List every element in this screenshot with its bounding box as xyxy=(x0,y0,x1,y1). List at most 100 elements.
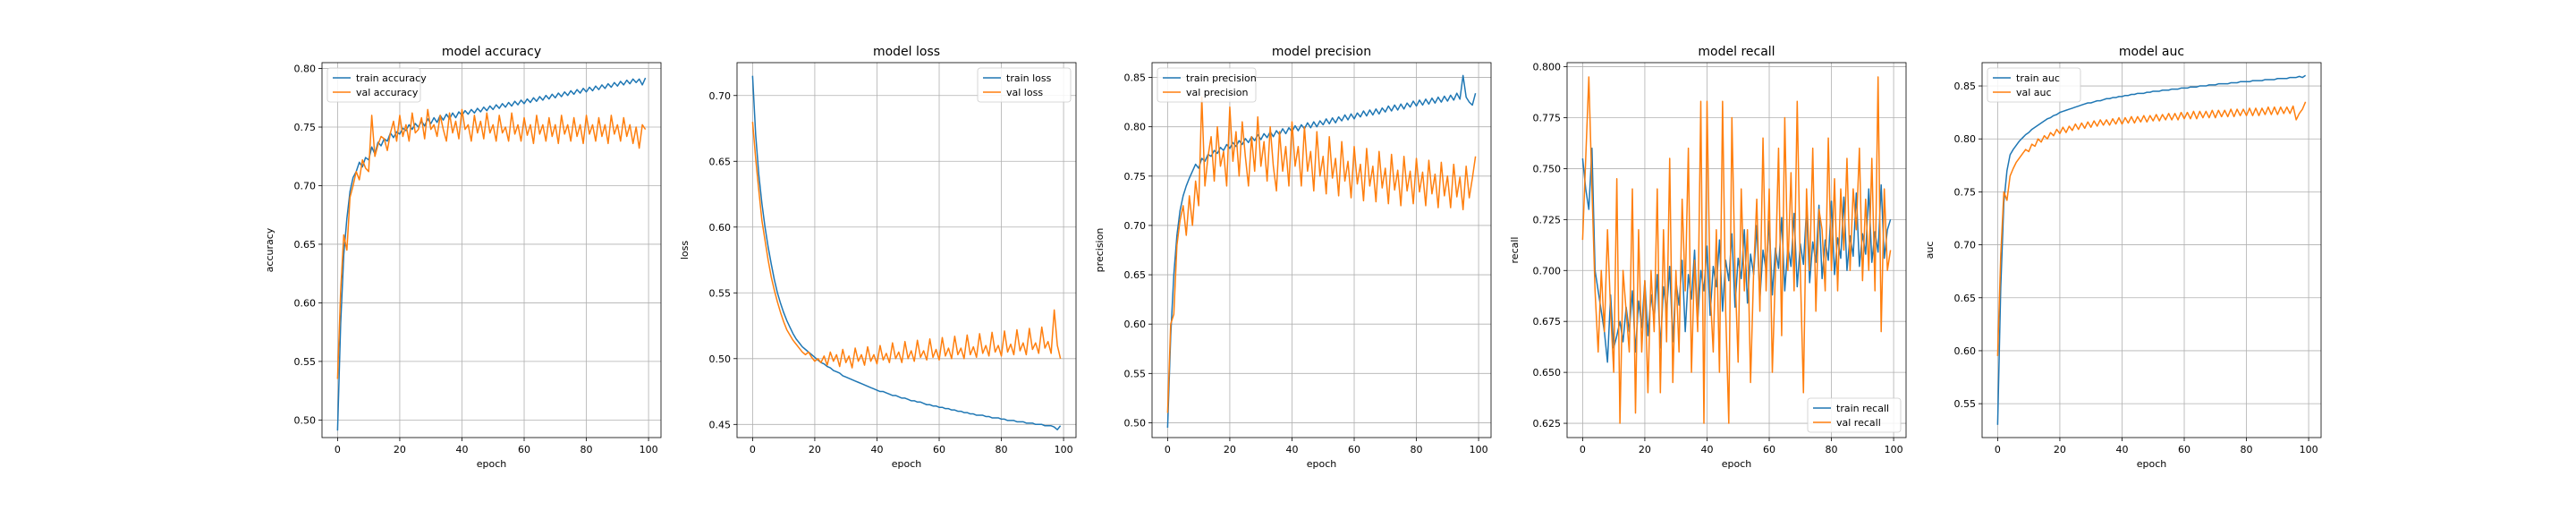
chart-2: 0 20 40 60 80 100 0.50 0.55 0.60 0.65 0.70 0.75 0.80… xyxy=(1094,45,1492,470)
series-line-0 xyxy=(751,75,1062,430)
y-tick-label: 0.70 xyxy=(1124,220,1147,232)
series-line-0 xyxy=(1996,74,2307,425)
y-tick-label: 0.60 xyxy=(294,297,317,309)
legend: train accuracy val accuracy xyxy=(326,67,427,103)
chart-title: model precision xyxy=(1272,45,1371,59)
x-tick-label: 40 xyxy=(870,444,883,455)
x-tick-label: 20 xyxy=(394,444,406,455)
x-tick-label: 0 xyxy=(1165,444,1171,455)
series-line-1 xyxy=(336,108,647,379)
y-tick-label: 0.70 xyxy=(709,90,732,102)
x-axis-label: epoch xyxy=(1307,458,1337,470)
x-tick-label: 80 xyxy=(996,444,1008,455)
chart-title: model accuracy xyxy=(442,45,541,59)
grid xyxy=(737,63,1076,438)
y-tick-label: 0.800 xyxy=(1533,62,1562,73)
y-tick-label: 0.75 xyxy=(1124,171,1147,183)
series-line-0 xyxy=(336,77,647,431)
series-line-0 xyxy=(1166,74,1477,428)
axes-frame xyxy=(1151,62,1492,438)
x-tick-label: 60 xyxy=(2178,444,2190,455)
x-tick-label: 60 xyxy=(518,444,530,455)
legend-label-0: train loss xyxy=(1006,72,1052,84)
x-axis-label: epoch xyxy=(892,458,922,470)
y-tick-label: 0.60 xyxy=(709,222,732,234)
series-line-1 xyxy=(1166,96,1477,413)
y-tick-label: 0.50 xyxy=(294,414,317,426)
y-tick-label: 0.55 xyxy=(709,287,732,299)
x-tick-label: 100 xyxy=(1885,444,1903,455)
chart-title: model auc xyxy=(2119,45,2184,59)
chart-4: 0 20 40 60 80 100 0.55 0.60 0.65 0.70 0.75 0.80 0.85… xyxy=(1924,45,2322,470)
legend: train loss val loss xyxy=(977,67,1072,103)
legend: train recall val recall xyxy=(1807,397,1902,433)
legend-box xyxy=(977,67,1072,103)
x-tick-label: 40 xyxy=(2115,444,2128,455)
series-line-1 xyxy=(1996,101,2307,356)
y-tick-label: 0.80 xyxy=(1954,133,1977,145)
y-tick-label: 0.70 xyxy=(1954,240,1977,251)
y-tick-label: 0.65 xyxy=(1124,269,1147,281)
legend-label-1: val accuracy xyxy=(356,87,419,98)
x-tick-label: 40 xyxy=(455,444,468,455)
y-tick-label: 0.60 xyxy=(1954,345,1977,357)
x-tick-label: 0 xyxy=(335,444,341,455)
y-tick-label: 0.70 xyxy=(294,180,317,191)
y-tick-label: 0.55 xyxy=(1124,368,1147,379)
axes-frame xyxy=(736,62,1077,438)
series-line-1 xyxy=(751,122,1062,369)
legend-label-0: train auc xyxy=(2016,72,2060,84)
y-axis-label: recall xyxy=(1509,237,1521,264)
y-tick-label: 0.85 xyxy=(1124,72,1147,84)
y-axis-label: loss xyxy=(679,241,691,260)
y-tick-label: 0.700 xyxy=(1533,265,1562,277)
x-tick-label: 0 xyxy=(1580,444,1586,455)
x-tick-label: 100 xyxy=(1055,444,1073,455)
x-axis-label: epoch xyxy=(1722,458,1752,470)
x-tick-label: 100 xyxy=(640,444,658,455)
x-tick-label: 20 xyxy=(809,444,821,455)
chart-1: 0 20 40 60 80 100 0.45 0.50 0.55 0.60 0.65 0.70 mode… xyxy=(679,45,1077,470)
legend-label-0: train precision xyxy=(1186,72,1257,84)
x-tick-label: 0 xyxy=(750,444,756,455)
legend-label-1: val recall xyxy=(1836,417,1881,429)
chart-3: 0 20 40 60 80 100 0.625 0.650 0.675 0.700 0.725 0.7… xyxy=(1509,45,1907,470)
legend-box xyxy=(1807,397,1902,433)
legend: train auc val auc xyxy=(1987,67,2081,103)
y-tick-label: 0.85 xyxy=(1954,81,1977,92)
y-tick-label: 0.775 xyxy=(1533,112,1562,123)
y-tick-label: 0.725 xyxy=(1533,214,1562,225)
y-tick-label: 0.75 xyxy=(294,122,317,133)
x-tick-label: 60 xyxy=(1348,444,1360,455)
y-tick-label: 0.650 xyxy=(1533,367,1562,379)
x-axis-label: epoch xyxy=(477,458,507,470)
chart-title: model loss xyxy=(873,45,940,59)
y-tick-label: 0.55 xyxy=(1954,398,1977,410)
x-tick-label: 60 xyxy=(1763,444,1775,455)
y-tick-label: 0.750 xyxy=(1533,163,1562,174)
x-tick-label: 20 xyxy=(1224,444,1236,455)
y-tick-label: 0.80 xyxy=(1124,122,1147,133)
y-axis-label: auc xyxy=(1924,242,1936,260)
y-tick-label: 0.50 xyxy=(709,353,732,365)
grid xyxy=(322,63,661,438)
x-tick-label: 80 xyxy=(1826,444,1838,455)
y-tick-label: 0.60 xyxy=(1124,319,1147,330)
legend-label-1: val loss xyxy=(1006,87,1043,98)
y-axis-label: accuracy xyxy=(264,227,275,272)
x-tick-label: 80 xyxy=(2241,444,2253,455)
y-tick-label: 0.65 xyxy=(294,239,317,251)
x-tick-label: 20 xyxy=(1639,444,1651,455)
chart-0: 0 20 40 60 80 100 0.50 0.55 0.60 0.65 0.70 0.75 0.80… xyxy=(264,45,662,470)
x-tick-label: 100 xyxy=(2300,444,2318,455)
chart-title: model recall xyxy=(1698,45,1775,59)
x-tick-label: 80 xyxy=(580,444,593,455)
legend: train precision val precision xyxy=(1157,67,1257,103)
y-tick-label: 0.80 xyxy=(294,64,317,75)
x-tick-label: 80 xyxy=(1411,444,1423,455)
y-tick-label: 0.75 xyxy=(1954,186,1977,198)
y-axis-label: precision xyxy=(1094,228,1106,273)
y-tick-label: 0.55 xyxy=(294,356,317,368)
